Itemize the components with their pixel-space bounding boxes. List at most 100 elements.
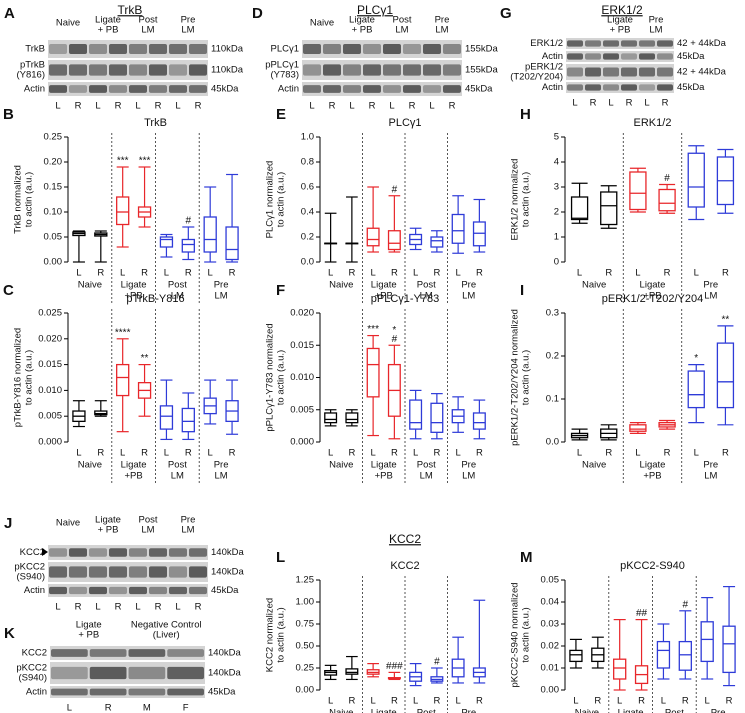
x-tick-label: L <box>164 448 169 459</box>
box <box>687 152 705 208</box>
x-tick-label: R <box>476 696 483 707</box>
blot-band <box>169 548 187 557</box>
blot-band <box>69 566 87 578</box>
significance-label: ** <box>722 315 730 326</box>
x-tick-label: L <box>661 696 666 707</box>
blot-band <box>89 586 107 595</box>
blot-band <box>49 64 67 76</box>
blot-band <box>149 64 167 76</box>
group-label: LM <box>215 471 228 482</box>
x-tick-label: R <box>722 448 729 459</box>
box <box>629 171 647 211</box>
blot-band <box>69 85 87 93</box>
box <box>629 424 647 432</box>
blot-size-label: 45kDa <box>211 585 239 596</box>
chart-title: pTrkB-Y816 <box>126 293 184 305</box>
y-axis-label: pERK1/2-T202/Y204 normalized <box>510 309 521 446</box>
y-tick-label: 0.1 <box>546 394 559 405</box>
blot-band <box>109 64 127 76</box>
blot-band <box>343 43 361 55</box>
chart-title: PLCγ1 <box>388 117 421 129</box>
lane-label: R <box>155 602 162 613</box>
group-label: +PB <box>643 291 661 302</box>
blot-band <box>129 64 147 76</box>
group-label: Ligate <box>640 280 666 291</box>
blot-band <box>383 64 401 76</box>
blot-band <box>303 43 321 55</box>
lane-group-label: Naive <box>56 518 80 529</box>
blot-band <box>639 67 655 77</box>
x-tick-label: R <box>433 448 440 459</box>
blot-band <box>169 85 187 93</box>
significance-label: # <box>683 599 689 610</box>
chart-title: TrkB <box>144 117 167 129</box>
blot-band <box>169 64 187 76</box>
significance-label: ## <box>636 608 648 619</box>
x-tick-label: L <box>455 268 460 279</box>
lane-label: L <box>67 703 72 713</box>
y-axis-label: pTrkB-Y816 normalized <box>13 328 24 427</box>
panel-letter: L <box>276 549 285 566</box>
lane-group-label: LM <box>649 25 662 36</box>
y-tick-label: 0.000 <box>290 437 314 448</box>
group-label: +PB <box>375 471 393 482</box>
blot-row-label: (Y783) <box>270 70 299 81</box>
x-tick-label: L <box>577 448 582 459</box>
group-label: +PB <box>125 471 143 482</box>
blot-band <box>603 40 619 47</box>
y-tick-label: 0.04 <box>541 597 560 608</box>
x-tick-label: R <box>141 268 148 279</box>
group-label: Ligate <box>121 280 147 291</box>
lane-label: L <box>309 101 314 112</box>
x-tick-label: L <box>370 268 375 279</box>
group-label: Post <box>168 460 187 471</box>
group-label: Pre <box>703 460 718 471</box>
x-tick-label: L <box>76 268 81 279</box>
blot-band <box>363 43 381 55</box>
blot-band <box>567 53 583 60</box>
group-label: Ligate <box>371 280 397 291</box>
box <box>181 238 195 253</box>
blot-band <box>303 85 321 93</box>
group-label: +PB <box>375 291 393 302</box>
x-tick-label: R <box>726 696 733 707</box>
blot-row-label: pKCC2 <box>16 663 47 674</box>
x-tick-label: R <box>348 448 355 459</box>
y-tick-label: 0.000 <box>38 437 62 448</box>
blot-band <box>567 67 583 77</box>
blot-size-label: 45kDa <box>208 687 236 698</box>
blot-size-label: 155kDa <box>465 65 498 76</box>
box <box>203 216 217 253</box>
blot-background <box>50 662 205 684</box>
blot-band <box>89 688 127 696</box>
y-tick-label: 0 <box>554 257 559 268</box>
blot-band <box>443 43 461 55</box>
blot-band <box>657 53 673 60</box>
lane-group-label: Post <box>138 515 157 526</box>
chart-title: pERK1/2-T202/Y204 <box>602 293 704 305</box>
blot-row-label: ERK1/2 <box>530 38 563 49</box>
blot-size-label: 140kDa <box>211 567 244 578</box>
y-tick-label: 0.6 <box>301 182 314 193</box>
significance-label: *** <box>367 324 379 335</box>
group-label: Pre <box>461 280 476 291</box>
blot-row-label: (T202/Y204) <box>510 72 563 83</box>
lane-label: R <box>626 98 633 109</box>
lane-label: M <box>143 703 151 713</box>
lane-group-label: Post <box>138 15 157 26</box>
blot-band <box>585 40 601 47</box>
blot-row-label: Actin <box>24 585 45 596</box>
lane-group-label: Pre <box>435 15 450 26</box>
panel-letter: H <box>520 106 531 123</box>
blot-row-label: PLCγ1 <box>270 44 299 55</box>
lane-label: L <box>135 101 140 112</box>
blot-band <box>109 85 127 93</box>
x-tick-label: R <box>476 448 483 459</box>
y-tick-label: 2 <box>554 207 559 218</box>
blot-band <box>383 85 401 93</box>
blot-band <box>49 586 67 595</box>
panel-heading: TrkB <box>118 3 143 17</box>
x-tick-label: R <box>141 448 148 459</box>
lane-label: F <box>183 703 189 713</box>
blot-size-label: 155kDa <box>465 44 498 55</box>
